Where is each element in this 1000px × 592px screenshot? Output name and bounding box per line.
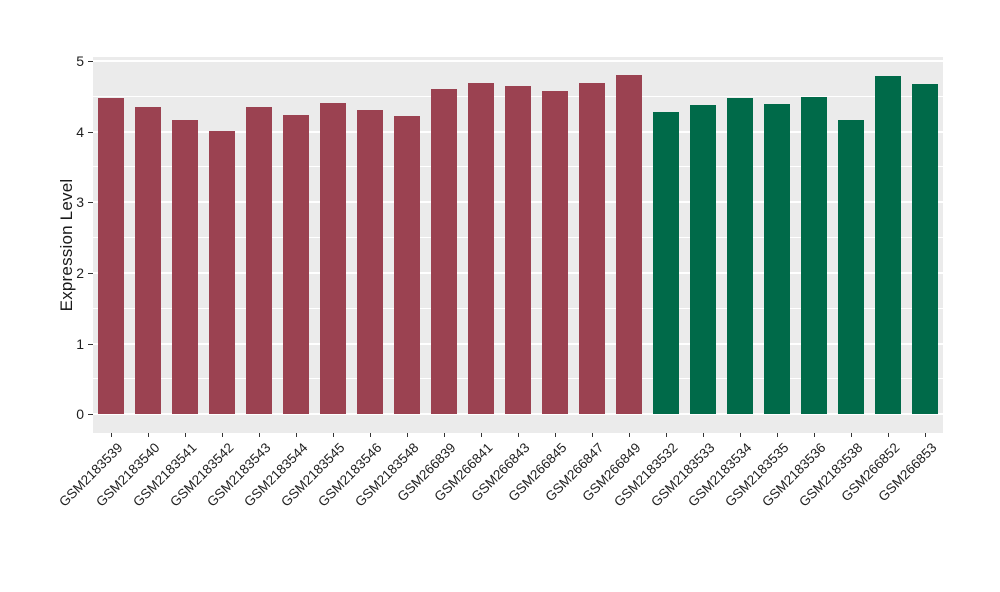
bar-GSM2183535 [763, 103, 790, 415]
bar-GSM2183532 [652, 112, 679, 415]
y-tick-label: 0 [76, 406, 84, 423]
x-tick-mark [628, 433, 630, 437]
x-tick-mark [481, 433, 483, 437]
y-tick-mark [88, 202, 93, 204]
bar-GSM266847 [578, 83, 605, 415]
bar-GSM266845 [541, 91, 568, 415]
gridline-major [93, 59, 943, 62]
x-tick-mark [296, 433, 298, 437]
bar-GSM2183538 [837, 119, 864, 415]
x-tick-mark [887, 433, 889, 437]
bar-GSM266853 [911, 84, 938, 415]
bar-GSM2183545 [320, 102, 347, 415]
x-tick-mark [702, 433, 704, 437]
y-tick-mark [88, 272, 93, 274]
x-tick-mark [333, 433, 335, 437]
bar-GSM2183534 [726, 98, 753, 415]
y-tick-mark [88, 60, 93, 62]
x-tick-mark [591, 433, 593, 437]
y-tick-mark [88, 343, 93, 345]
expression-bar-chart: Expression Level 0 1 2 3 4 5 GSM2183539 GSM2183… [57, 52, 943, 510]
y-tick-label: 1 [76, 335, 84, 352]
x-tick-mark [111, 433, 113, 437]
bar-GSM266849 [615, 74, 642, 415]
x-tick-mark [259, 433, 261, 437]
bar-GSM2183540 [135, 107, 162, 415]
bar-GSM2183536 [800, 96, 827, 415]
x-tick-mark [850, 433, 852, 437]
x-tick-mark [444, 433, 446, 437]
y-tick-mark [88, 414, 93, 416]
y-tick-label: 5 [76, 52, 84, 69]
plot-panel [93, 57, 943, 433]
bar-GSM2183542 [209, 130, 236, 415]
x-tick-mark [222, 433, 224, 437]
bar-GSM266841 [468, 83, 495, 415]
x-tick-mark [148, 433, 150, 437]
y-tick-label: 2 [76, 264, 84, 281]
x-tick-mark [924, 433, 926, 437]
y-tick-label: 3 [76, 194, 84, 211]
bar-GSM266839 [431, 89, 458, 415]
bar-GSM2183533 [689, 105, 716, 415]
bar-GSM2183548 [394, 115, 421, 415]
x-tick-mark [185, 433, 187, 437]
bar-GSM266852 [874, 76, 901, 415]
bar-GSM2183541 [172, 119, 199, 415]
bar-GSM2183544 [283, 114, 310, 415]
bar-GSM2183546 [357, 110, 384, 415]
x-tick-mark [407, 433, 409, 437]
x-tick-mark [370, 433, 372, 437]
x-tick-mark [776, 433, 778, 437]
bar-GSM2183543 [246, 106, 273, 415]
x-tick-mark [813, 433, 815, 437]
bar-GSM266843 [505, 85, 531, 415]
x-tick-mark [739, 433, 741, 437]
x-tick-mark [554, 433, 556, 437]
y-tick-mark [88, 131, 93, 133]
x-tick-mark [665, 433, 667, 437]
bar-GSM2183539 [98, 97, 125, 415]
x-tick-mark [518, 433, 519, 437]
y-tick-label: 4 [76, 123, 84, 140]
